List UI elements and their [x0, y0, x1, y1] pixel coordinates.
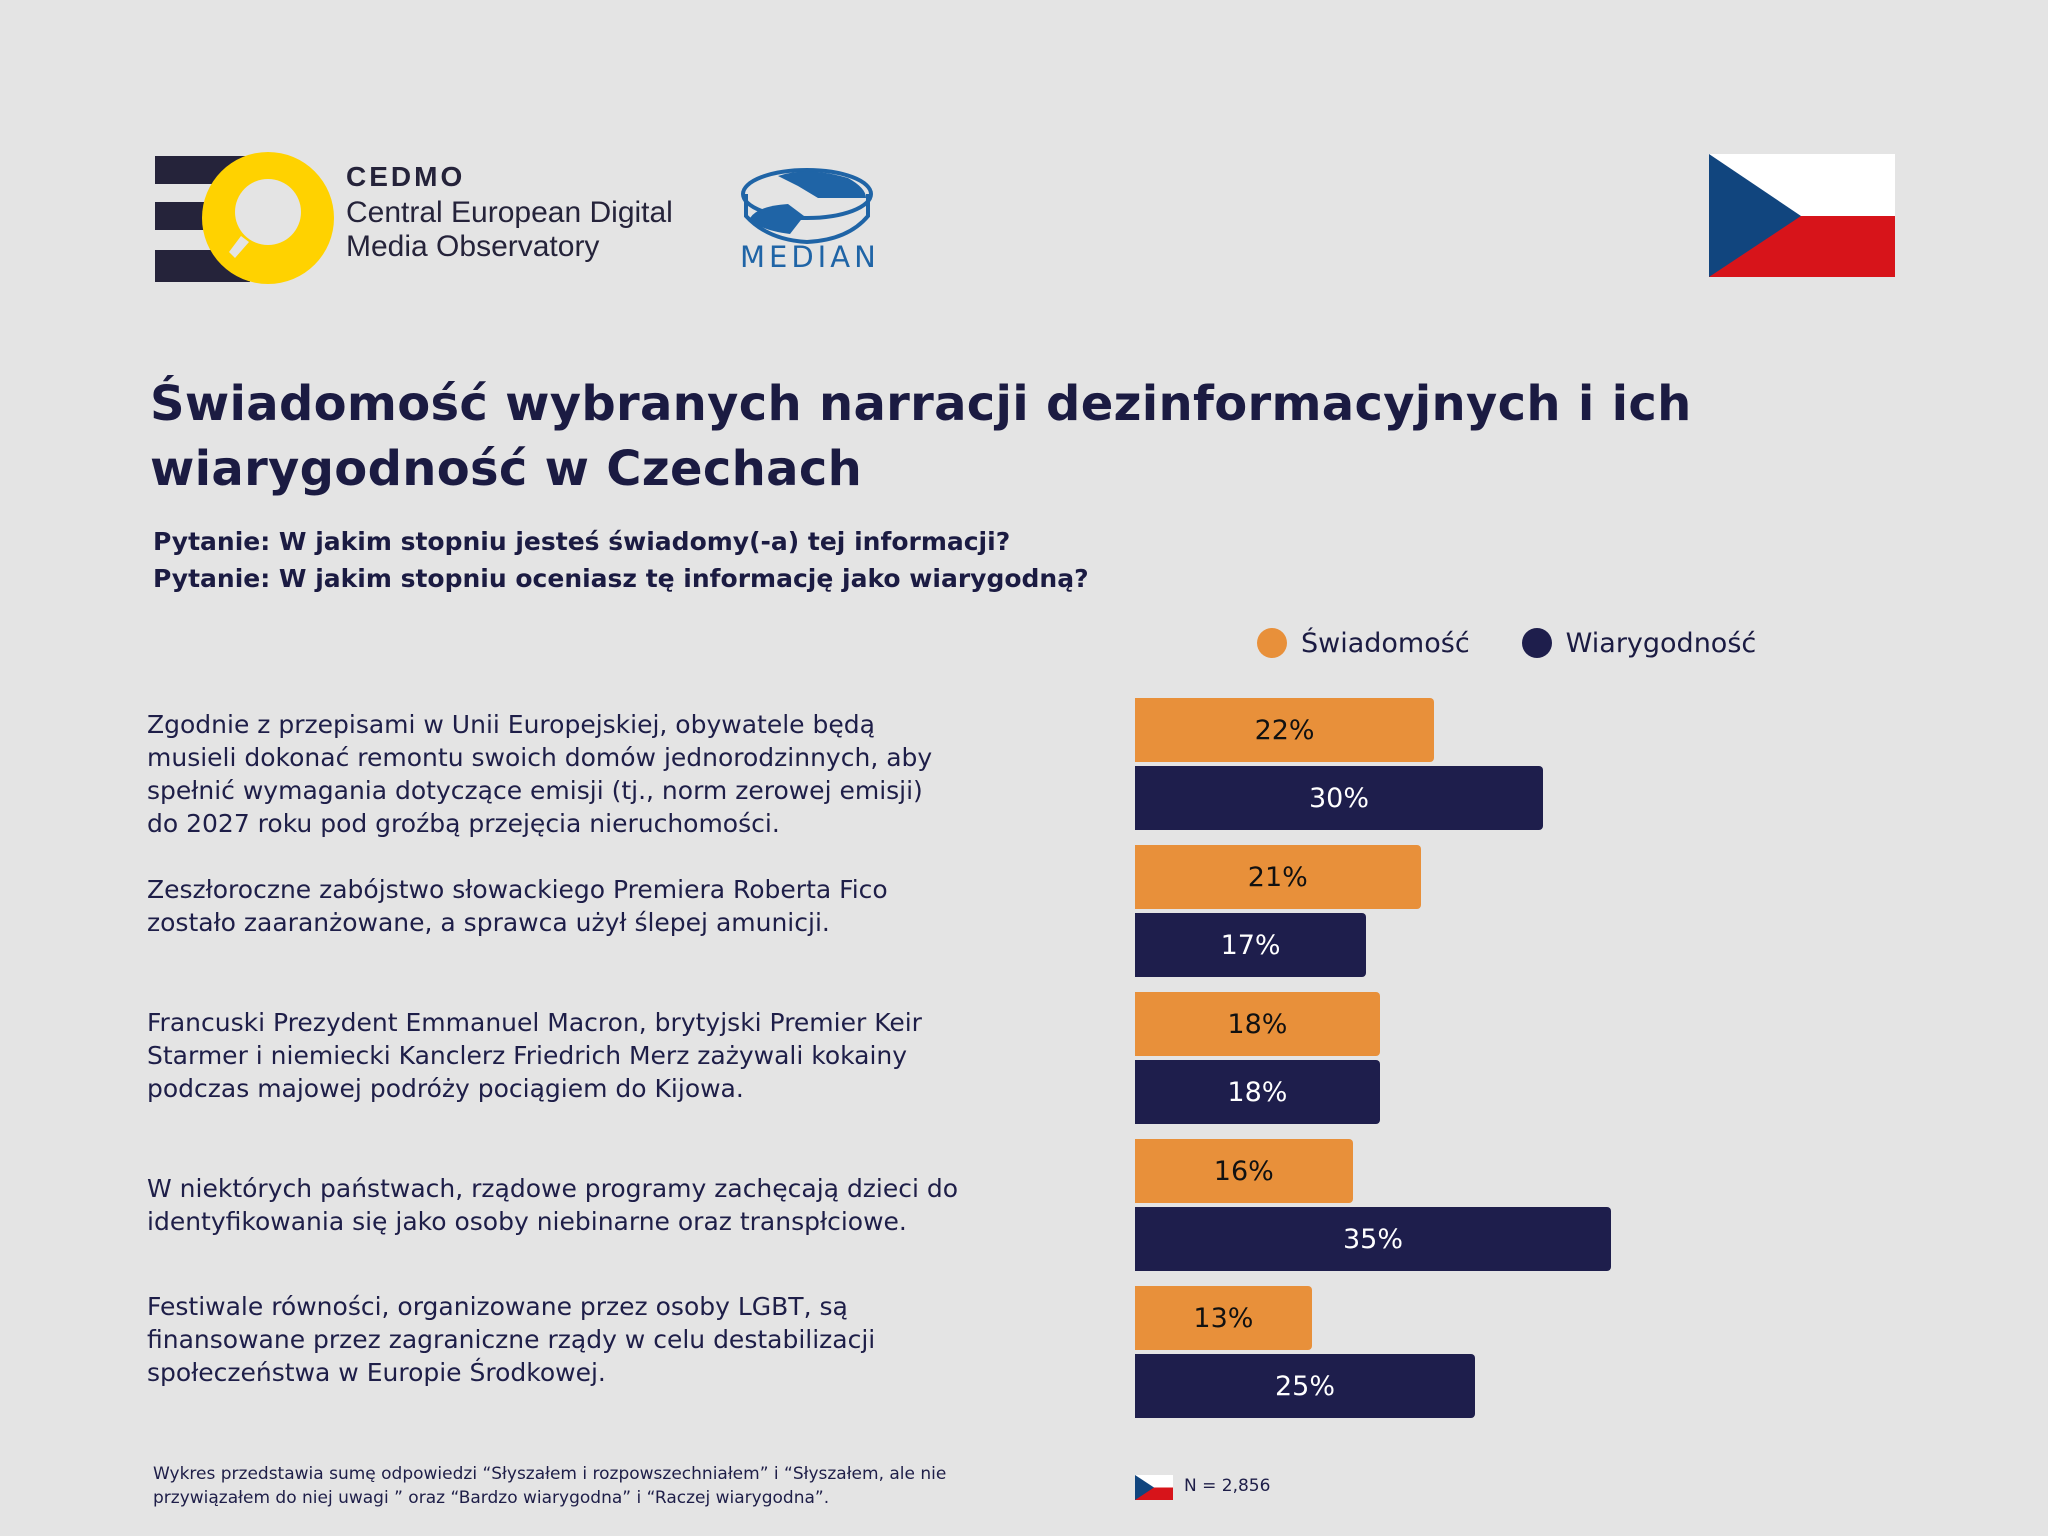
bar-value-label: 25%: [1274, 1370, 1335, 1402]
statement-line: zostało zaaranżowane, a sprawca użył śle…: [147, 908, 830, 937]
statement-line: identyfikowania się jako osoby niebinarn…: [147, 1207, 907, 1236]
chart-title: Świadomość wybranych narracji dezinforma…: [150, 372, 1850, 502]
bar-value-label: 17%: [1220, 929, 1281, 961]
statement-line: musieli dokonać remontu swoich domów jed…: [147, 743, 933, 772]
statement-5: Festiwale równości, organizowane przez o…: [147, 1290, 1067, 1389]
chart-subtitle: Pytanie: W jakim stopniu jesteś świadomy…: [153, 523, 1553, 597]
cedmo-wordmark: CEDMO Central European Digital Media Obs…: [346, 160, 673, 264]
bar-awareness-3: 18%: [1135, 992, 1380, 1056]
statement-1: Zgodnie z przepisami w Unii Europejskiej…: [147, 708, 1067, 840]
chart-title-line-1: Świadomość wybranych narracji dezinforma…: [150, 376, 1692, 432]
czech-flag-icon: [1709, 154, 1895, 277]
cedmo-name: CEDMO: [346, 161, 466, 192]
statement-line: W niektórych państwach, rządowe programy…: [147, 1174, 959, 1203]
median-logo-icon: [741, 168, 873, 245]
chart-legend: Świadomość Wiarygodność: [1257, 624, 1808, 662]
czech-flag-small-icon: [1135, 1475, 1173, 1500]
bar-credibility-5: 25%: [1135, 1354, 1475, 1418]
bar-awareness-2: 21%: [1135, 845, 1421, 909]
statement-line: społeczeństwa w Europie Środkowej.: [147, 1358, 606, 1387]
median-wordmark: MEDIAN: [740, 240, 880, 274]
footnote: Wykres przedstawia sumę odpowiedzi “Słys…: [153, 1462, 1113, 1510]
statement-line: finansowane przez zagraniczne rządy w ce…: [147, 1325, 876, 1354]
cedmo-tagline-2: Media Observatory: [346, 230, 600, 263]
bar-awareness-4: 16%: [1135, 1139, 1353, 1203]
statement-line: Starmer i niemiecki Kanclerz Friedrich M…: [147, 1041, 908, 1070]
statement-line: podczas majowej podróży pociągiem do Kij…: [147, 1074, 744, 1103]
statement-line: Zeszłoroczne zabójstwo słowackiego Premi…: [147, 875, 888, 904]
legend-swatch-credibility: [1521, 628, 1552, 658]
legend-item-awareness: Świadomość: [1257, 628, 1470, 659]
statement-line: spełnić wymagania dotyczące emisji (tj.,…: [147, 776, 923, 805]
legend-swatch-awareness: [1257, 628, 1287, 658]
bar-credibility-3: 18%: [1135, 1060, 1380, 1124]
bar-value-label: 22%: [1254, 714, 1315, 746]
statement-2: Zeszłoroczne zabójstwo słowackiego Premi…: [147, 873, 1067, 939]
bar-value-label: 16%: [1213, 1155, 1274, 1187]
statement-3: Francuski Prezydent Emmanuel Macron, bry…: [147, 1006, 1067, 1105]
bar-value-label: 18%: [1227, 1008, 1288, 1040]
footnote-line-2: przywiązałem do niej uwagi ” oraz “Bardz…: [153, 1488, 830, 1508]
bar-value-label: 18%: [1227, 1076, 1288, 1108]
cedmo-logo-icon: [155, 152, 334, 284]
bar-credibility-1: 30%: [1135, 766, 1543, 830]
legend-label-credibility: Wiarygodność: [1565, 627, 1757, 659]
bar-awareness-5: 13%: [1135, 1286, 1312, 1350]
chart-title-line-2: wiarygodność w Czechach: [150, 441, 863, 497]
bar-value-label: 30%: [1308, 782, 1369, 814]
statement-line: Francuski Prezydent Emmanuel Macron, bry…: [147, 1008, 922, 1037]
question-credibility: Pytanie: W jakim stopniu oceniasz tę inf…: [153, 564, 1089, 593]
statement-line: Festiwale równości, organizowane przez o…: [147, 1292, 848, 1321]
legend-label-awareness: Świadomość: [1301, 627, 1470, 659]
statement-line: do 2027 roku pod groźbą przejęcia nieruc…: [147, 809, 780, 838]
statement-4: W niektórych państwach, rządowe programy…: [147, 1172, 1067, 1238]
bar-awareness-1: 22%: [1135, 698, 1435, 762]
cedmo-tagline-1: Central European Digital: [346, 196, 673, 229]
bar-value-label: 21%: [1247, 861, 1308, 893]
footnote-line-1: Wykres przedstawia sumę odpowiedzi “Słys…: [153, 1464, 947, 1484]
bar-value-label: 13%: [1193, 1302, 1254, 1334]
sample-size: N = 2,856: [1184, 1476, 1271, 1496]
legend-item-credibility: Wiarygodność: [1521, 627, 1757, 659]
question-awareness: Pytanie: W jakim stopniu jesteś świadomy…: [153, 527, 1011, 556]
bar-credibility-4: 35%: [1135, 1207, 1611, 1271]
bar-credibility-2: 17%: [1135, 913, 1367, 977]
statement-line: Zgodnie z przepisami w Unii Europejskiej…: [147, 710, 875, 739]
bar-value-label: 35%: [1342, 1223, 1403, 1255]
